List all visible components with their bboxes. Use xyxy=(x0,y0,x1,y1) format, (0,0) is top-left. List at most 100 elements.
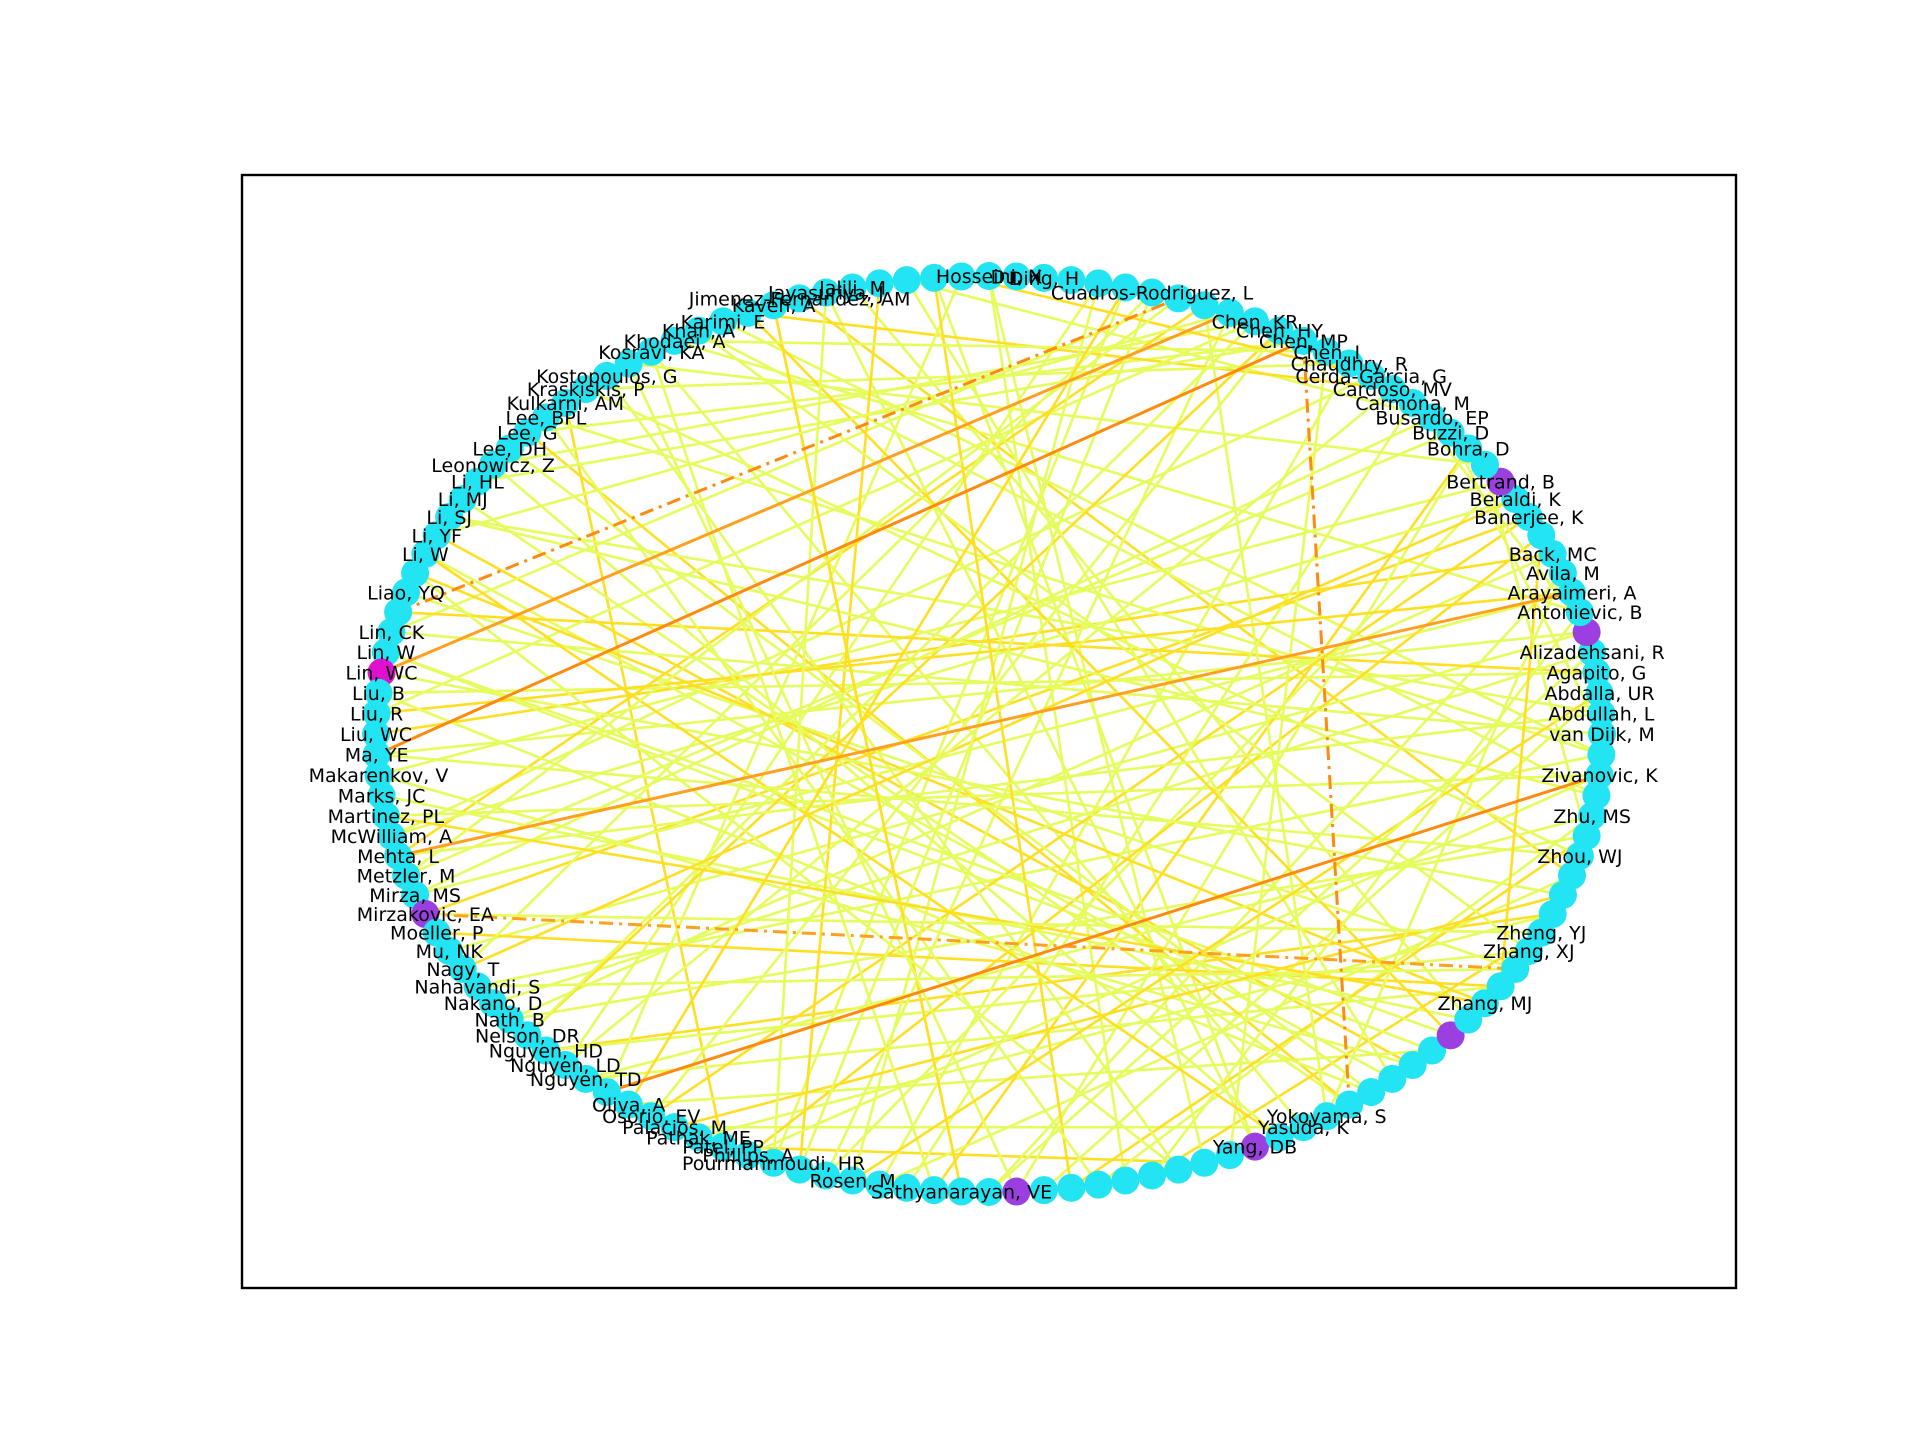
node-label: Kosravi, KA xyxy=(598,342,704,364)
node-label: Zhang, MJ xyxy=(1437,993,1532,1015)
node xyxy=(660,326,689,355)
node xyxy=(759,291,788,320)
edge xyxy=(798,292,1154,1171)
edge xyxy=(564,282,1100,1066)
node-label: Li, YF xyxy=(411,525,461,547)
node xyxy=(838,273,867,302)
node-label: Rosen, M xyxy=(810,1171,896,1193)
node-label: Avila, M xyxy=(1526,563,1600,585)
strong-edge xyxy=(606,773,1600,1094)
node xyxy=(531,1036,560,1065)
node xyxy=(1312,337,1341,366)
node-label: Khodaei, A xyxy=(624,331,726,353)
node-label: Yokoyama, S xyxy=(1266,1106,1387,1128)
node xyxy=(838,1166,867,1195)
edge xyxy=(390,497,1516,838)
node-label: Lee, DH xyxy=(472,438,547,460)
edge-layer xyxy=(375,275,1604,1193)
edge xyxy=(824,480,1502,1177)
node-label: Lin, W xyxy=(356,642,415,664)
node xyxy=(920,263,949,292)
node-label: Jalili, M xyxy=(818,277,886,299)
node-label: Jayasuriya, J xyxy=(767,283,884,305)
node xyxy=(513,1021,542,1050)
edge xyxy=(376,320,1256,715)
node xyxy=(1138,278,1167,307)
node xyxy=(811,1161,840,1190)
node xyxy=(1289,326,1318,355)
node xyxy=(709,307,738,336)
node xyxy=(1057,266,1086,295)
node-label: Abdullah, L xyxy=(1548,703,1654,725)
node-label: Lee, BPL xyxy=(506,407,587,429)
node-label: Nath, B xyxy=(475,1010,545,1032)
edge xyxy=(674,893,1564,1129)
node-label: Nagy, T xyxy=(426,959,499,981)
edge xyxy=(414,571,1486,1005)
edge xyxy=(462,497,1516,971)
axes-frame xyxy=(240,173,1738,1290)
node-label: Jimenez-Fernandez, AM xyxy=(688,288,911,310)
node xyxy=(364,678,393,707)
node xyxy=(614,349,643,378)
node xyxy=(1335,1090,1364,1119)
node xyxy=(1418,1036,1447,1065)
edge xyxy=(585,814,1593,1081)
node-label: Liu, B xyxy=(352,683,405,705)
node xyxy=(1190,1148,1219,1177)
node-label: Kaveh, A xyxy=(732,295,816,317)
node xyxy=(785,1155,814,1184)
edge xyxy=(424,515,1530,916)
node-label: Cardoso, MV xyxy=(1333,379,1452,401)
node-label: Khan, A xyxy=(662,321,735,343)
edge xyxy=(397,712,1602,858)
node-label: Mehta, L xyxy=(357,846,439,868)
node-label: Zhang, XJ xyxy=(1483,941,1575,963)
strong-edge xyxy=(376,339,1305,756)
node xyxy=(551,388,580,417)
node xyxy=(551,1051,580,1080)
node-label: Lin, WC xyxy=(346,663,418,685)
node xyxy=(1215,298,1244,327)
node-label: Chen, MP xyxy=(1259,331,1348,353)
node-label: Mirza, MS xyxy=(369,885,461,907)
node-label: Mirzakovic, EA xyxy=(357,904,494,926)
edge xyxy=(492,463,1281,1139)
node xyxy=(759,1148,788,1177)
edge xyxy=(378,480,1501,777)
node xyxy=(684,316,713,345)
node-label: Ding, H xyxy=(1009,268,1079,290)
edge xyxy=(905,402,1414,1189)
node-label: Marks, JC xyxy=(338,785,426,807)
edge xyxy=(377,691,1372,1094)
edge xyxy=(988,572,1564,1193)
edge xyxy=(798,283,881,1170)
node xyxy=(709,1132,738,1161)
node-label: Nguyen, TD xyxy=(530,1069,642,1091)
edge xyxy=(398,610,1597,674)
node-label: Karimi, E xyxy=(681,311,766,333)
edge xyxy=(772,286,1127,1164)
edge xyxy=(385,650,1452,1037)
node-label: Chen, I xyxy=(1293,342,1360,364)
node-label: Du, X xyxy=(991,266,1043,288)
edge xyxy=(378,773,1413,1067)
node xyxy=(1585,761,1614,790)
edge xyxy=(492,650,1593,1005)
edge xyxy=(545,912,1553,1052)
node xyxy=(734,298,763,327)
node-label: Arayaimeri, A xyxy=(1508,582,1637,604)
edge xyxy=(747,534,1543,1157)
node xyxy=(1029,1176,1058,1205)
edge xyxy=(747,311,1393,391)
node xyxy=(1335,349,1364,378)
node xyxy=(1398,388,1427,417)
node-label: van Dijk, M xyxy=(1549,724,1655,746)
node xyxy=(1588,720,1616,748)
edge xyxy=(544,416,1100,1186)
edge xyxy=(1228,351,1328,1156)
edge xyxy=(747,773,1601,1157)
edge xyxy=(385,773,1600,818)
edge xyxy=(650,515,1530,1118)
